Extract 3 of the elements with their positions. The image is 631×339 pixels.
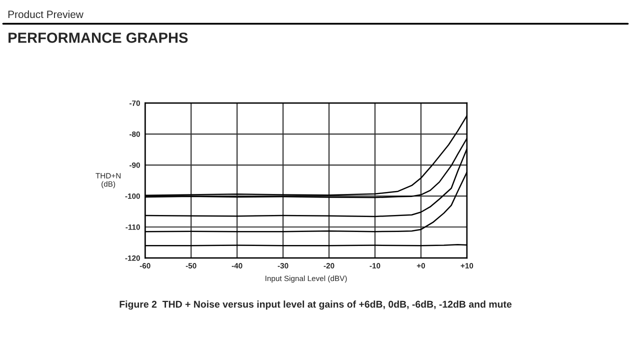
text: Product Preview: [8, 10, 84, 18]
caption: Figure 2 THD + Noise versus input level at gains of +6dB, 0dB, -6dB, -12dB and mute: [120, 300, 512, 310]
text: PERFORMANCE GRAPHS: [8, 32, 188, 43]
